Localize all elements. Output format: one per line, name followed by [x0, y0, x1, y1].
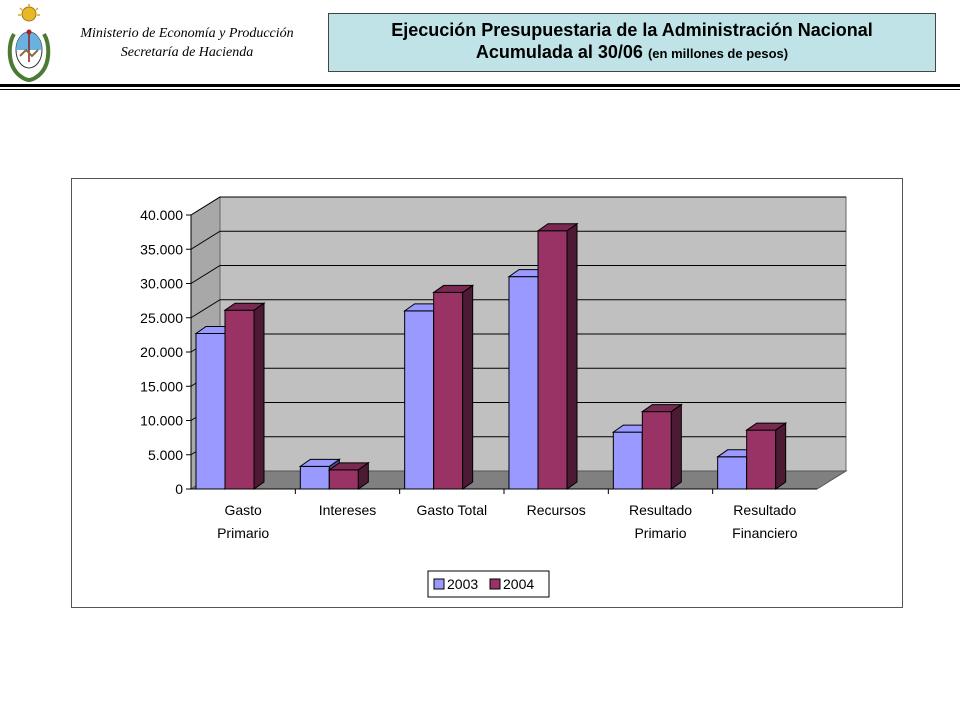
bar-2004-6	[745, 422, 788, 490]
legend-label-2003: 2003	[447, 576, 478, 592]
bar-side	[462, 284, 474, 490]
x-category-label: Financiero	[732, 525, 798, 541]
y-tick-label: 25.000	[140, 310, 183, 326]
x-category-label: Intereses	[319, 502, 377, 518]
bar-front	[508, 276, 539, 490]
y-tick-label: 0	[175, 481, 183, 497]
chart-svg: 0 5.000 10.000 15.000 20.000 25.000 30.000 35.0…	[140, 196, 848, 598]
bar-2004-3	[432, 284, 475, 490]
bar-front	[195, 333, 226, 490]
x-category-label: Gasto	[224, 502, 262, 518]
legend-label-2004: 2004	[503, 576, 534, 592]
page-title-line-2: Acumulada al 30/06 (en millones de pesos…	[329, 41, 935, 65]
bar-top	[298, 458, 341, 467]
bar-top	[223, 302, 266, 311]
sun-icon	[18, 4, 40, 22]
bar-front	[299, 465, 330, 490]
bar-top	[745, 422, 788, 431]
ministry-line-1: Ministerio de Economía y Producción	[80, 26, 294, 41]
legend-swatch-2003	[433, 578, 445, 590]
bar-front	[404, 310, 435, 490]
ministry-name: Ministerio de Economía y Producción Secr…	[56, 24, 318, 62]
y-tick-label: 10.000	[140, 413, 183, 429]
bar-front	[433, 291, 464, 490]
x-category-label: Resultado	[629, 502, 692, 518]
gridline	[190, 230, 846, 250]
chart-area: 0 5.000 10.000 15.000 20.000 25.000 30.000 35.0…	[71, 178, 903, 608]
page-title-units: (en millones de pesos)	[647, 46, 789, 61]
y-tick-label: 15.000	[140, 378, 183, 394]
legend-swatch-2004	[489, 578, 501, 590]
page-title-box: Ejecución Presupuestaria de la Administr…	[328, 13, 936, 72]
bar-side	[775, 422, 787, 490]
x-category-label: Resultado	[733, 502, 796, 518]
bar-front	[612, 431, 643, 490]
gridline	[190, 265, 846, 284]
bar-2004-2	[327, 461, 370, 490]
bar-2004-4	[536, 222, 579, 490]
x-category-label: Primario	[217, 525, 269, 541]
ministry-line-2: Secretaría de Hacienda	[120, 45, 254, 60]
bar-side	[566, 222, 578, 490]
page-title-date: Acumulada al 30/06	[475, 42, 643, 62]
y-tick-label: 20.000	[140, 344, 183, 360]
chart-legend: 2003 2004	[427, 570, 550, 598]
x-category-label: Gasto Total	[417, 502, 488, 518]
bar-2004-5	[640, 403, 683, 490]
bar-front	[746, 429, 777, 490]
coat-of-arms-logo	[7, 4, 51, 82]
y-tick-label: 35.000	[140, 241, 183, 257]
bar-2004-1	[223, 302, 266, 490]
bar-front	[641, 411, 672, 490]
bar-side	[253, 302, 265, 490]
bar-front	[224, 309, 255, 490]
bar-front	[537, 230, 568, 490]
bar-top	[640, 404, 683, 413]
y-tick-label: 30.000	[140, 276, 183, 292]
bar-top	[432, 284, 475, 293]
x-category-label: Recursos	[527, 502, 586, 518]
page-title-line-1: Ejecución Presupuestaria de la Administr…	[391, 20, 873, 40]
header-divider-thick	[0, 84, 960, 87]
legend-box	[427, 570, 550, 598]
x-category-label: Primario	[634, 525, 686, 541]
gridline	[190, 196, 846, 216]
bar-front	[328, 469, 359, 490]
bar-top	[327, 462, 370, 471]
bar-side	[670, 403, 682, 490]
bar-top	[536, 223, 579, 232]
y-tick-label: 5.000	[148, 447, 183, 463]
y-tick-label: 40.000	[140, 207, 183, 223]
header-divider-thin	[0, 89, 960, 90]
bar-front	[717, 456, 748, 490]
gridline	[190, 299, 846, 319]
